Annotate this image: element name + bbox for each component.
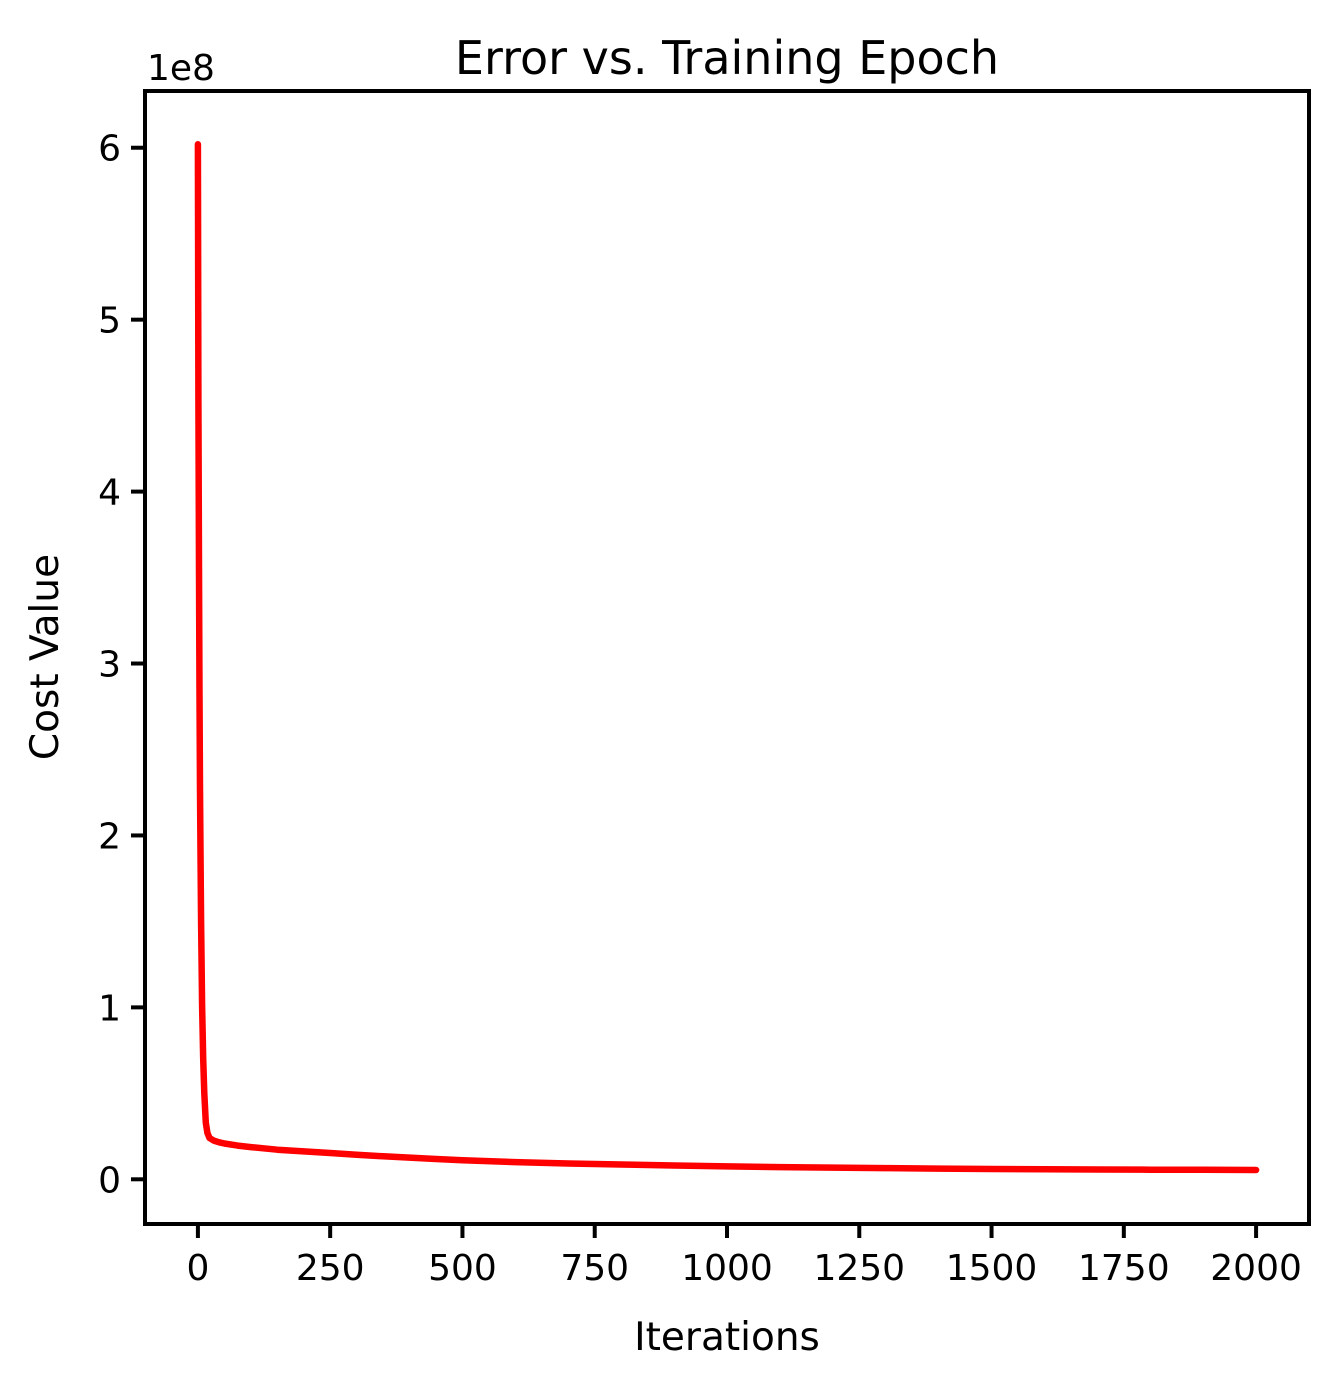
y-tick-label: 3 (98, 645, 121, 686)
y-tick-label: 6 (98, 129, 121, 170)
x-tick-label: 0 (186, 1248, 209, 1289)
x-tick-label: 750 (560, 1248, 629, 1289)
chart-title: Error vs. Training Epoch (455, 31, 999, 85)
y-axis-offset-label: 1e8 (147, 48, 215, 89)
y-tick-label: 0 (98, 1160, 121, 1201)
x-axis-ticks: 0 250 500 750 1000 1250 1500 1750 2000 (186, 1224, 1302, 1289)
y-axis-label: Cost Value (23, 554, 68, 760)
y-tick-label: 1 (98, 988, 121, 1029)
y-tick-label: 5 (98, 301, 121, 342)
x-tick-label: 1500 (946, 1248, 1038, 1289)
x-tick-label: 1250 (813, 1248, 905, 1289)
cost-curve (194, 141, 1260, 1174)
plot-border (143, 89, 1311, 1226)
x-tick-label: 1000 (681, 1248, 773, 1289)
x-tick-label: 2000 (1210, 1248, 1302, 1289)
y-tick-label: 2 (98, 816, 121, 857)
y-axis-ticks: 0 1 2 3 4 5 6 (98, 129, 145, 1201)
x-axis-label: Iterations (634, 1315, 820, 1360)
x-tick-label: 250 (296, 1248, 365, 1289)
x-tick-label: 500 (428, 1248, 497, 1289)
y-tick-label: 4 (98, 473, 121, 514)
x-tick-label: 1750 (1078, 1248, 1170, 1289)
